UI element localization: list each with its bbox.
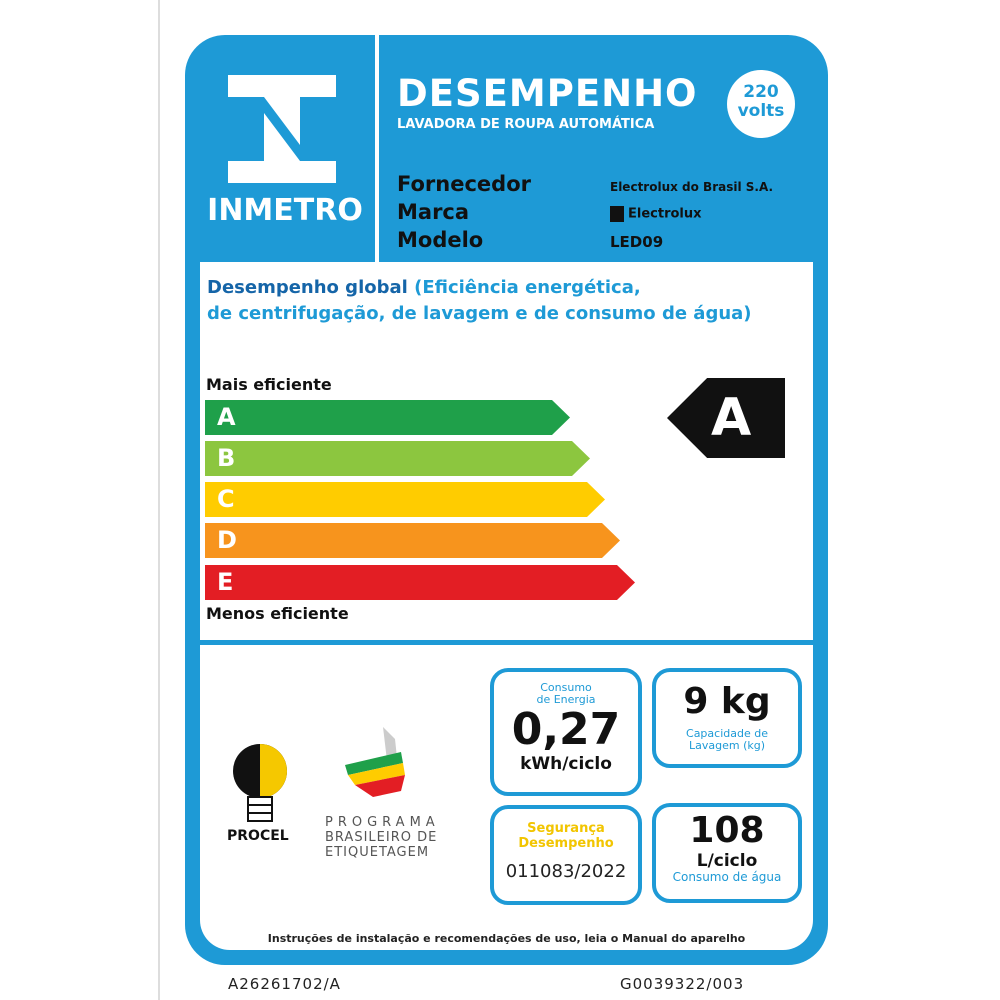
registration-number: 011083/2022 (505, 861, 627, 882)
header-divider (375, 35, 379, 262)
page-edge-line (158, 0, 160, 1000)
capacity-box: 9 kg Capacidade de Lavagem (kg) (652, 668, 802, 768)
performance-label: Desempenho (518, 836, 614, 851)
pbe-text: PROGRAMA BRASILEIRO DE ETIQUETAGEM (325, 815, 440, 860)
safety-label: Segurança (527, 821, 605, 836)
pbe-map-icon (345, 727, 405, 797)
instructions-text: Instruções de instalação e recomendações… (267, 932, 746, 945)
efficiency-bar-a: A (205, 400, 570, 435)
safety-box: Segurança Desempenho 011083/2022 (490, 805, 642, 905)
water-label: Consumo de água (672, 870, 782, 884)
water-box: 108 L/ciclo Consumo de água (652, 803, 802, 903)
energy-box: Consumo de Energia 0,27 kWh/ciclo (490, 668, 642, 796)
supplier-value: Electrolux do Brasil S.A. (610, 180, 774, 194)
most-efficient-label: Mais eficiente (206, 375, 332, 394)
capacity-label: Capacidade de Lavagem (kg) (686, 727, 768, 752)
rating-letter: A (711, 388, 752, 448)
brand-value: Electrolux (610, 206, 702, 222)
voltage-value: 220 (743, 82, 779, 102)
performance-title-rest: (Eficiência energética, (414, 277, 641, 298)
label-subtitle: LAVADORA DE ROUPA AUTOMÁTICA (397, 117, 655, 132)
efficiency-bar-letter: D (217, 526, 237, 554)
efficiency-bar-letter: E (217, 568, 234, 596)
efficiency-bar-letter: B (217, 444, 236, 472)
procel-bulb-icon (233, 744, 287, 822)
water-value: 108 (689, 810, 765, 851)
efficiency-bar-e: E (205, 565, 635, 600)
inmetro-logo-icon (228, 75, 336, 183)
brand-label: Marca (397, 200, 470, 224)
capacity-value: 9 kg (683, 681, 771, 722)
pbe-line2: BRASILEIRO DE (325, 830, 438, 845)
code-right: G0039322/003 (620, 975, 745, 993)
voltage-badge: 220 volts (727, 70, 795, 138)
supplier-label: Fornecedor (397, 172, 531, 196)
performance-title-line2: de centrifugação, de lavagem e de consum… (207, 303, 752, 324)
efficiency-bar-letter: A (217, 403, 236, 431)
electrolux-logo-icon (610, 206, 624, 222)
energy-unit: kWh/ciclo (520, 754, 612, 774)
performance-title: Desempenho global (Eficiência energética… (207, 275, 752, 327)
voltage-unit: volts (737, 101, 785, 121)
label-title: DESEMPENHO (397, 72, 698, 115)
water-unit: L/ciclo (696, 851, 758, 871)
efficiency-bar-d: D (205, 523, 620, 558)
energy-value: 0,27 (511, 704, 621, 755)
efficiency-bar-b: B (205, 441, 590, 476)
code-left: A26261702/A (228, 975, 341, 993)
least-efficient-label: Menos eficiente (206, 604, 349, 623)
procel-text: PROCEL (227, 828, 289, 844)
efficiency-bar-letter: C (217, 485, 235, 513)
inmetro-text: INMETRO (207, 193, 363, 228)
brand-text: Electrolux (628, 206, 702, 222)
pbe-line1: PROGRAMA (325, 815, 440, 830)
efficiency-bar-c: C (205, 482, 605, 517)
model-value: LED09 (610, 233, 664, 251)
pbe-line3: ETIQUETAGEM (325, 845, 430, 860)
energy-label: Consumo de Energia (536, 681, 596, 706)
model-label: Modelo (397, 228, 484, 252)
performance-title-strong: Desempenho global (207, 277, 408, 298)
